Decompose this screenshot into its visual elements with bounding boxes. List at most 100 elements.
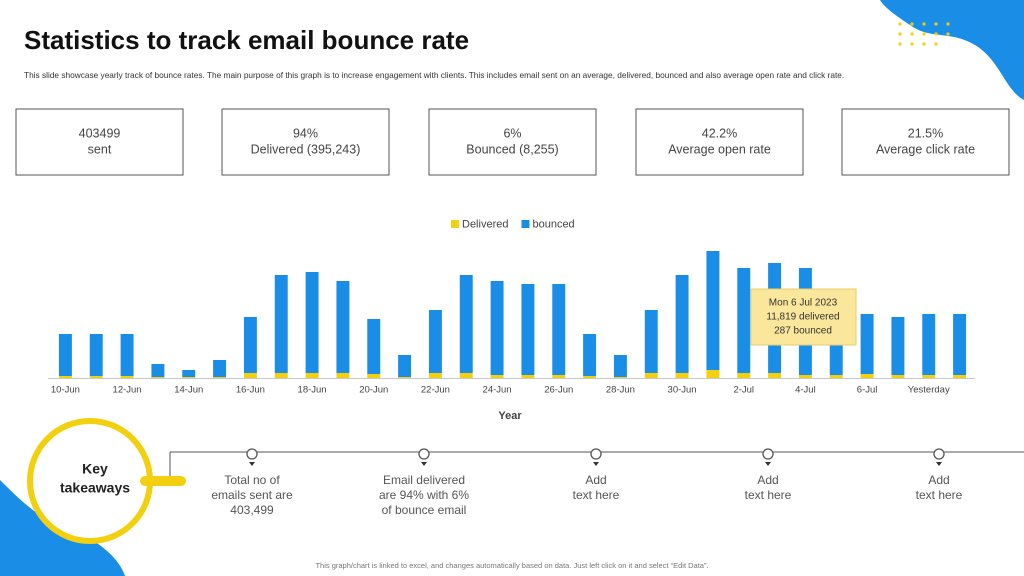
- kpi-box: [221, 108, 390, 176]
- bar-segment: [860, 314, 874, 374]
- x-tick-label: 12-Jun: [113, 385, 142, 396]
- bar-segment: [675, 275, 689, 373]
- takeaway-text: text here: [745, 488, 792, 502]
- kpi-label: Delivered (395,243): [251, 142, 361, 156]
- bar-segment: [891, 317, 905, 375]
- bar-segment: [213, 377, 227, 378]
- kpi-box: [428, 108, 597, 176]
- kpi-box: [841, 108, 1010, 176]
- bar-segment: [953, 375, 967, 378]
- bar-segment: [459, 373, 473, 378]
- bar-segment: [552, 284, 566, 375]
- bar-segment: [305, 272, 319, 373]
- bar-segment: [367, 374, 381, 378]
- x-tick-label: 2-Jul: [733, 385, 754, 396]
- connector: [140, 476, 186, 486]
- kpi-label: Average click rate: [876, 142, 975, 156]
- bar-segment: [398, 377, 412, 378]
- takeaway-text: 403,499: [230, 503, 274, 517]
- bar-segment: [583, 376, 597, 378]
- x-tick-label: 16-Jun: [236, 385, 265, 396]
- bar-segment: [737, 268, 751, 373]
- tooltip-text: 11,819 delivered: [766, 312, 839, 323]
- pin: [762, 448, 774, 460]
- x-tick-label: 22-Jun: [421, 385, 450, 396]
- bar-segment: [367, 319, 381, 374]
- x-tick-label: 26-Jun: [544, 385, 573, 396]
- legend-swatch: [521, 220, 530, 228]
- bar-segment: [89, 334, 103, 376]
- subtitle: This slide showcase yearly track of boun…: [24, 70, 844, 80]
- x-tick-label: 6-Jul: [857, 385, 878, 396]
- bar-segment: [675, 373, 689, 378]
- x-tick-label: 10-Jun: [51, 385, 80, 396]
- bar-segment: [58, 376, 72, 378]
- bar-segment: [274, 373, 288, 378]
- bar-segment: [583, 334, 597, 376]
- kpi-box: [15, 108, 184, 176]
- pin: [246, 448, 258, 460]
- footer: This graph/chart is linked to excel, and…: [315, 561, 708, 570]
- bar-segment: [58, 334, 72, 376]
- bar-segment: [737, 373, 751, 378]
- takeaway-text: Add: [928, 473, 949, 487]
- x-axis-title: Year: [498, 410, 522, 422]
- bar-segment: [151, 377, 165, 378]
- kpi-value: 42.2%: [702, 126, 737, 140]
- bar-segment: [953, 314, 967, 375]
- x-tick-label: 30-Jun: [668, 385, 697, 396]
- bar-segment: [89, 376, 103, 378]
- bar-segment: [706, 370, 720, 378]
- pin-tip: [421, 462, 427, 466]
- bar-segment: [922, 375, 936, 378]
- takeaway-text: text here: [573, 488, 620, 502]
- decoration: [898, 22, 950, 46]
- bar-segment: [182, 370, 196, 377]
- bar-segment: [336, 373, 350, 378]
- bar-segment: [706, 251, 720, 370]
- pin-tip: [936, 462, 942, 466]
- takeaway-text: Total no of: [224, 473, 280, 487]
- kpi-value: 21.5%: [908, 126, 943, 140]
- kpi-label: sent: [88, 142, 112, 156]
- x-tick-label: 20-Jun: [359, 385, 388, 396]
- takeaway-text: Add: [757, 473, 778, 487]
- bar-segment: [243, 373, 257, 378]
- bar-segment: [829, 375, 843, 378]
- bar-segment: [151, 364, 165, 377]
- pin-tip: [765, 462, 771, 466]
- takeaway-text: Add: [585, 473, 606, 487]
- bar-segment: [521, 375, 535, 378]
- x-tick-label: 14-Jun: [174, 385, 203, 396]
- bar-segment: [552, 375, 566, 378]
- decoration: [880, 0, 1024, 100]
- bar-segment: [305, 373, 319, 378]
- kpi-label: Bounced (8,255): [466, 142, 558, 156]
- takeaway-text: are 94% with 6%: [379, 488, 469, 502]
- pin: [418, 448, 430, 460]
- takeaway-text: Email delivered: [383, 473, 465, 487]
- legend-swatch: [451, 220, 459, 228]
- tooltip-text: Mon 6 Jul 2023: [769, 298, 838, 309]
- bar-segment: [521, 284, 535, 375]
- bar-segment: [336, 281, 350, 373]
- takeaway-text: emails sent are: [211, 488, 293, 502]
- bar-segment: [398, 355, 412, 377]
- bar-segment: [644, 310, 658, 373]
- x-tick-label: 18-Jun: [298, 385, 327, 396]
- takeaway-text: of bounce email: [382, 503, 467, 517]
- takeaway-text: text here: [916, 488, 963, 502]
- pin: [933, 448, 945, 460]
- kpi-value: 403499: [79, 126, 121, 140]
- bar-segment: [891, 375, 905, 378]
- bar-segment: [274, 275, 288, 373]
- bar-segment: [644, 373, 658, 378]
- legend-label: bounced: [532, 218, 574, 230]
- bar-segment: [613, 377, 627, 378]
- bar-segment: [120, 334, 134, 376]
- x-tick-label: 24-Jun: [483, 385, 512, 396]
- legend-label: Delivered: [462, 218, 508, 230]
- takeaway-title: takeaways: [60, 480, 130, 496]
